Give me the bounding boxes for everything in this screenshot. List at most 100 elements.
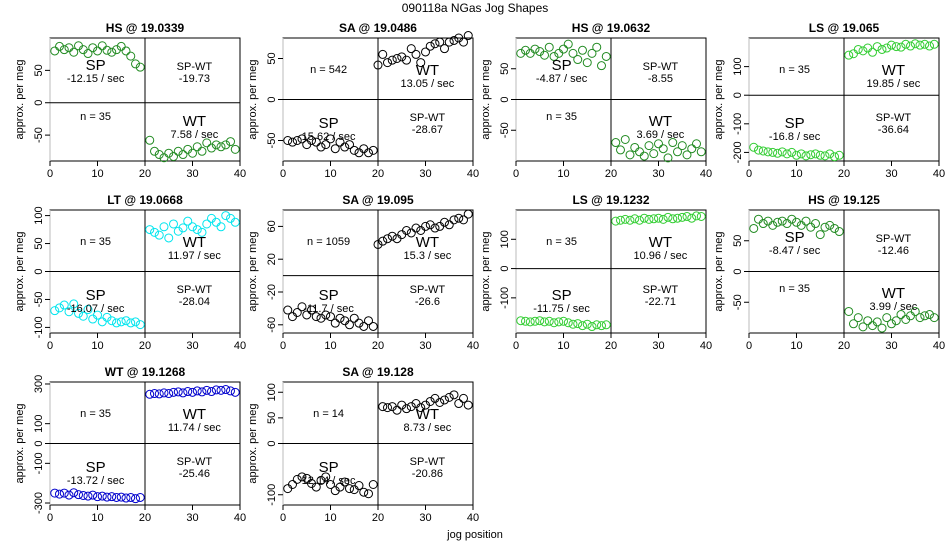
data-point [891, 42, 901, 52]
y-axis-label: approx. per meg [713, 231, 725, 311]
data-point [354, 481, 364, 491]
data-point [882, 43, 892, 53]
data-point [116, 41, 126, 51]
data-point [444, 392, 454, 402]
data-point [221, 211, 231, 221]
data-point [316, 142, 326, 152]
data-point [335, 313, 345, 323]
x-tick-label: 10 [91, 168, 103, 180]
data-point [559, 316, 568, 326]
sp-label: SP [785, 229, 805, 246]
data-point [145, 225, 155, 235]
data-point [230, 387, 240, 397]
data-point [297, 472, 307, 482]
sp-rate: -4.87 / sec [536, 73, 588, 85]
data-point [844, 50, 854, 60]
spwt-label: SP-WT [177, 456, 213, 468]
data-point [288, 137, 297, 147]
data-point [587, 48, 597, 58]
data-point [359, 487, 369, 497]
wt-rate: 7.58 / sec [171, 129, 219, 141]
data-point [112, 318, 121, 328]
data-point [221, 140, 231, 150]
data-point [929, 39, 939, 49]
data-point [630, 142, 640, 152]
data-point [521, 45, 530, 55]
data-point [321, 310, 331, 320]
data-point [326, 134, 335, 144]
data-point [83, 491, 93, 501]
data-point [230, 144, 240, 154]
x-tick-label: 10 [91, 512, 103, 524]
data-point [83, 305, 93, 315]
y-tick-label: 0 [33, 268, 45, 274]
data-point [435, 398, 445, 407]
data-point [644, 141, 654, 151]
data-point [578, 321, 587, 331]
data-point [197, 227, 207, 237]
y-tick-label: -50 [499, 122, 511, 138]
y-tick-label: 0 [499, 266, 511, 272]
data-point [749, 223, 759, 233]
data-point [625, 215, 635, 225]
data-point [150, 146, 159, 156]
data-point [211, 140, 221, 150]
data-point [887, 319, 896, 329]
data-point [411, 223, 421, 233]
data-point [815, 230, 825, 240]
data-point [311, 482, 321, 492]
data-point [687, 144, 697, 154]
data-point [649, 214, 659, 224]
data-point [359, 144, 369, 154]
x-tick-label: 0 [47, 168, 53, 180]
x-tick-label: 30 [652, 168, 664, 180]
data-point [169, 151, 178, 161]
data-point [345, 320, 354, 330]
data-point [858, 46, 868, 56]
y-tick-label: -100 [33, 452, 45, 474]
data-point [601, 320, 611, 330]
x-tick-label: 30 [419, 168, 431, 180]
sp-label: SP [552, 57, 572, 74]
panel-title: HS @ 19.0339 [106, 21, 185, 35]
data-point [330, 318, 340, 328]
data-point [211, 385, 221, 395]
data-point [630, 214, 640, 224]
y-axis-label: approx. per meg [14, 59, 26, 139]
x-tick-label: 20 [838, 340, 850, 352]
wt-label: WT [649, 234, 672, 251]
data-point [896, 42, 906, 52]
y-tick-label: -200 [732, 141, 744, 163]
data-point [230, 217, 240, 227]
spwt-label: SP-WT [410, 284, 446, 296]
data-point [882, 313, 892, 323]
data-point [164, 148, 174, 158]
data-point [796, 149, 806, 159]
data-point [440, 395, 449, 405]
data-point [611, 138, 621, 148]
data-point [178, 223, 188, 233]
data-point [425, 220, 435, 230]
y-tick-label: 100 [732, 57, 744, 75]
x-tick-label: 30 [186, 512, 198, 524]
data-point [164, 389, 174, 399]
data-point [354, 318, 364, 328]
data-point [663, 153, 673, 163]
y-tick-label: -100 [33, 316, 45, 338]
data-point [525, 317, 535, 327]
x-tick-label: 40 [933, 340, 945, 352]
data-point [402, 226, 411, 235]
x-tick-label: 20 [372, 512, 384, 524]
data-point [397, 52, 407, 62]
data-point [673, 147, 682, 157]
wt-rate: 11.97 / sec [168, 250, 221, 262]
data-point [540, 317, 549, 327]
data-point [425, 396, 435, 406]
wt-label: WT [416, 62, 439, 79]
data-point [925, 41, 934, 51]
data-point [59, 300, 69, 310]
wt-rate: 19.85 / sec [866, 78, 920, 90]
data-point [397, 230, 407, 240]
data-point [102, 312, 112, 322]
data-point [792, 150, 801, 160]
